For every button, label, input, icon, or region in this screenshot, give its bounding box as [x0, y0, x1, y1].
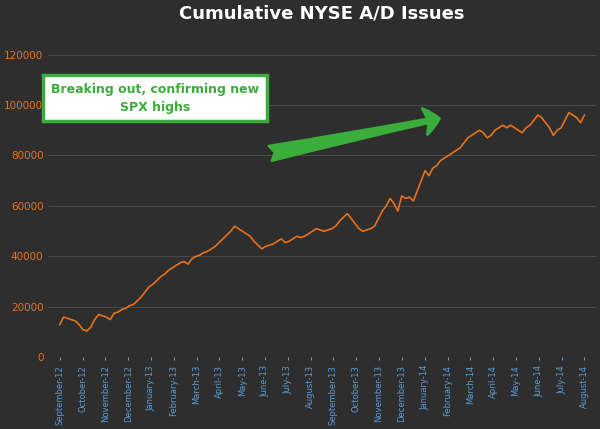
- Title: Cumulative NYSE A/D Issues: Cumulative NYSE A/D Issues: [179, 4, 465, 22]
- Text: Breaking out, confirming new
SPX highs: Breaking out, confirming new SPX highs: [51, 83, 259, 114]
